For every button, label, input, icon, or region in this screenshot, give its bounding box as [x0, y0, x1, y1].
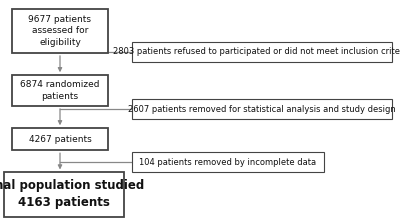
FancyBboxPatch shape [12, 75, 108, 106]
FancyBboxPatch shape [4, 172, 124, 217]
FancyBboxPatch shape [132, 152, 324, 172]
Text: 9677 patients
assessed for
eligibility: 9677 patients assessed for eligibility [28, 15, 92, 47]
Text: 2607 patients removed for statistical analysis and study design: 2607 patients removed for statistical an… [128, 105, 396, 114]
FancyBboxPatch shape [132, 42, 392, 62]
FancyBboxPatch shape [132, 99, 392, 119]
FancyBboxPatch shape [12, 128, 108, 150]
Text: Final population studied
4163 patients: Final population studied 4163 patients [0, 179, 145, 210]
FancyBboxPatch shape [12, 9, 108, 53]
Text: 4267 patients: 4267 patients [29, 135, 91, 144]
Text: 6874 randomized
patients: 6874 randomized patients [20, 80, 100, 101]
Text: 2803 patients refused to participated or did not meet inclusion criteria: 2803 patients refused to participated or… [113, 48, 400, 56]
Text: 104 patients removed by incomplete data: 104 patients removed by incomplete data [140, 158, 316, 167]
